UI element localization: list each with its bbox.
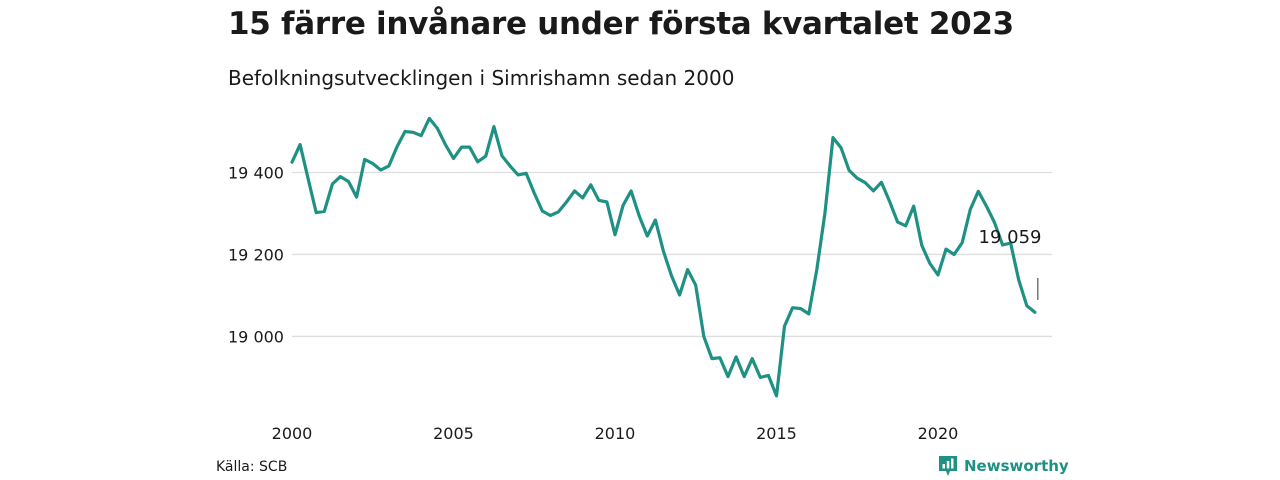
y-tick-label: 19 200 xyxy=(228,245,284,264)
x-axis-tick-labels: 2000 2005 2010 2015 2020 xyxy=(272,424,959,443)
source-note: Källa: SCB xyxy=(216,459,288,475)
bar-chart-speech-bubble-icon xyxy=(939,456,957,476)
y-axis-tick-labels: 19 000 19 200 19 400 xyxy=(228,163,284,346)
series-line xyxy=(290,116,1037,398)
chart-title: 15 färre invånare under första kvartalet… xyxy=(228,6,1014,42)
chart-subtitle: Befolkningsutvecklingen i Simrishamn sed… xyxy=(228,66,735,90)
x-tick-label: 2020 xyxy=(918,424,959,443)
annotation-layer: 19 059 xyxy=(979,227,1042,300)
y-tick-label: 19 400 xyxy=(228,163,284,182)
newsworthy-logo: Newsworthy xyxy=(938,455,1069,477)
gridlines xyxy=(292,171,1052,338)
y-tick-label: 19 000 xyxy=(228,327,284,346)
x-tick-label: 2005 xyxy=(433,424,474,443)
annotation-label: 19 059 xyxy=(979,227,1042,248)
x-tick-label: 2000 xyxy=(272,424,313,443)
series-line-layer xyxy=(290,116,1037,398)
x-tick-label: 2010 xyxy=(595,424,636,443)
brand-name: Newsworthy xyxy=(964,457,1069,475)
x-tick-label: 2015 xyxy=(756,424,797,443)
